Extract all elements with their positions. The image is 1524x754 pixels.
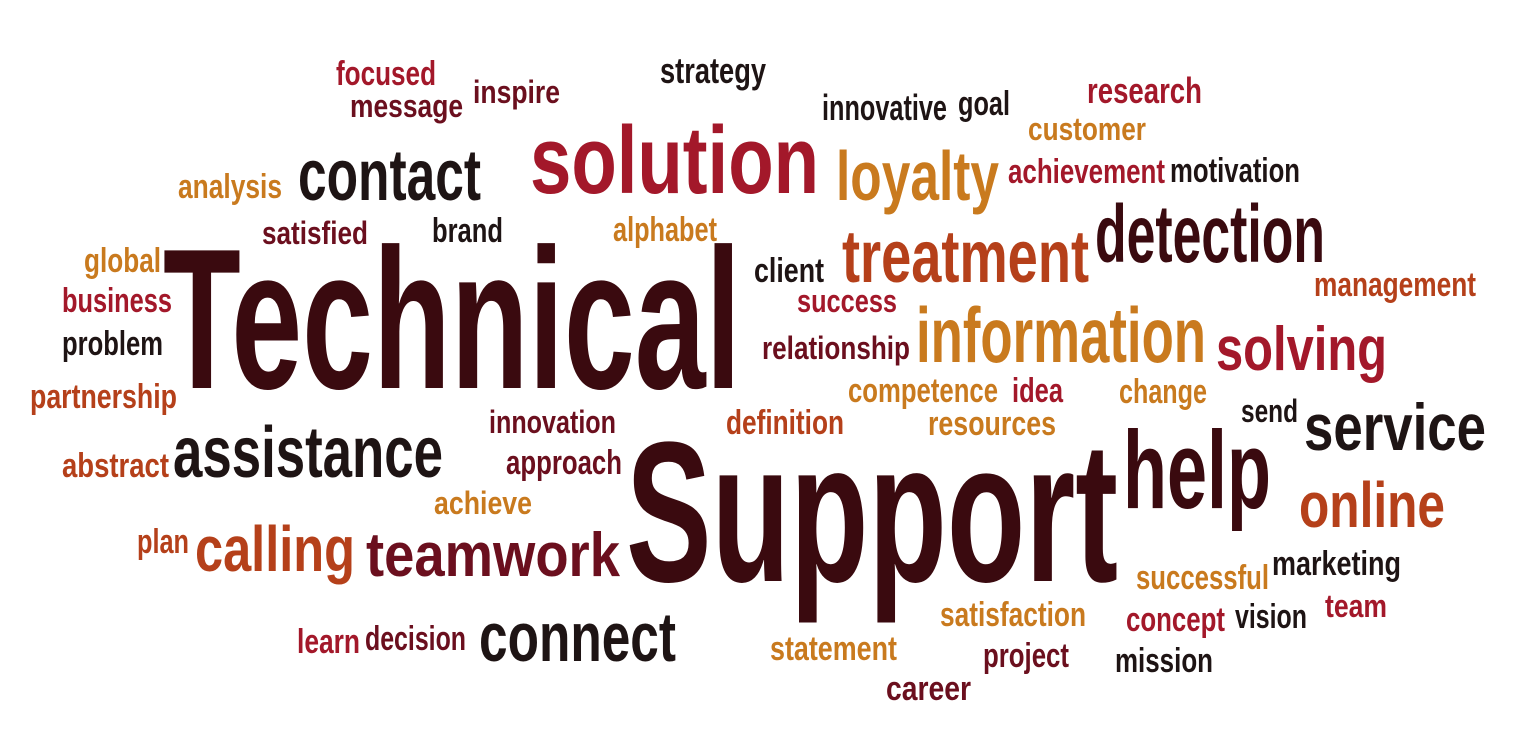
cloud-word-mission: mission: [1115, 642, 1213, 680]
cloud-word-detection: detection: [1095, 189, 1325, 280]
cloud-word-solution: solution: [530, 107, 819, 214]
cloud-word-focused: focused: [336, 55, 436, 93]
cloud-word-support: Support: [626, 401, 1118, 624]
cloud-word-global: global: [84, 242, 161, 280]
cloud-word-concept: concept: [1126, 601, 1225, 639]
cloud-word-achieve: achieve: [434, 485, 532, 521]
cloud-word-satisfaction: satisfaction: [940, 596, 1086, 634]
cloud-word-team: team: [1325, 588, 1387, 624]
cloud-word-contact: contact: [298, 136, 481, 216]
cloud-word-abstract: abstract: [62, 447, 169, 485]
cloud-word-definition: definition: [726, 404, 844, 442]
cloud-word-assistance: assistance: [173, 413, 443, 493]
cloud-word-plan: plan: [137, 523, 189, 561]
cloud-word-resources: resources: [928, 405, 1056, 443]
cloud-word-competence: competence: [848, 372, 998, 410]
cloud-word-successful: successful: [1136, 559, 1269, 597]
cloud-word-inspire: inspire: [473, 74, 560, 110]
cloud-word-alphabet: alphabet: [613, 211, 717, 249]
cloud-word-learn: learn: [297, 623, 360, 661]
cloud-word-teamwork: teamwork: [366, 521, 620, 590]
cloud-word-online: online: [1299, 469, 1445, 541]
cloud-word-business: business: [62, 282, 172, 320]
cloud-word-innovation: innovation: [489, 404, 616, 440]
cloud-word-career: career: [886, 670, 971, 708]
cloud-word-marketing: marketing: [1272, 545, 1401, 583]
cloud-word-customer: customer: [1028, 111, 1146, 147]
cloud-word-solving: solving: [1216, 315, 1387, 384]
cloud-word-message: message: [350, 88, 463, 124]
cloud-word-calling: calling: [195, 513, 355, 585]
cloud-word-research: research: [1087, 70, 1202, 111]
cloud-word-analysis: analysis: [178, 168, 282, 206]
cloud-word-brand: brand: [432, 212, 503, 250]
cloud-word-help: help: [1123, 409, 1271, 532]
cloud-word-idea: idea: [1012, 372, 1064, 410]
cloud-word-goal: goal: [958, 85, 1010, 123]
cloud-word-client: client: [754, 252, 824, 290]
cloud-word-information: information: [916, 291, 1206, 379]
cloud-word-partnership: partnership: [30, 378, 177, 416]
cloud-word-innovative: innovative: [822, 87, 947, 128]
cloud-word-technical: Technical: [163, 208, 741, 431]
cloud-word-loyalty: loyalty: [836, 137, 999, 215]
cloud-word-send: send: [1241, 393, 1298, 429]
cloud-word-statement: statement: [770, 630, 897, 668]
cloud-word-relationship: relationship: [762, 330, 910, 366]
cloud-word-decision: decision: [365, 620, 466, 658]
cloud-word-change: change: [1119, 373, 1207, 411]
cloud-word-success: success: [797, 283, 897, 319]
cloud-word-vision: vision: [1235, 598, 1307, 636]
cloud-word-approach: approach: [506, 444, 622, 482]
cloud-word-motivation: motivation: [1170, 152, 1300, 190]
cloud-word-connect: connect: [479, 598, 676, 676]
cloud-word-achievement: achievement: [1008, 153, 1165, 191]
cloud-word-satisfied: satisfied: [262, 215, 368, 251]
cloud-word-project: project: [983, 637, 1069, 675]
cloud-word-problem: problem: [62, 325, 163, 363]
cloud-word-strategy: strategy: [660, 50, 766, 91]
cloud-word-management: management: [1314, 266, 1476, 304]
cloud-word-treatment: treatment: [842, 215, 1089, 298]
cloud-word-service: service: [1304, 390, 1486, 464]
